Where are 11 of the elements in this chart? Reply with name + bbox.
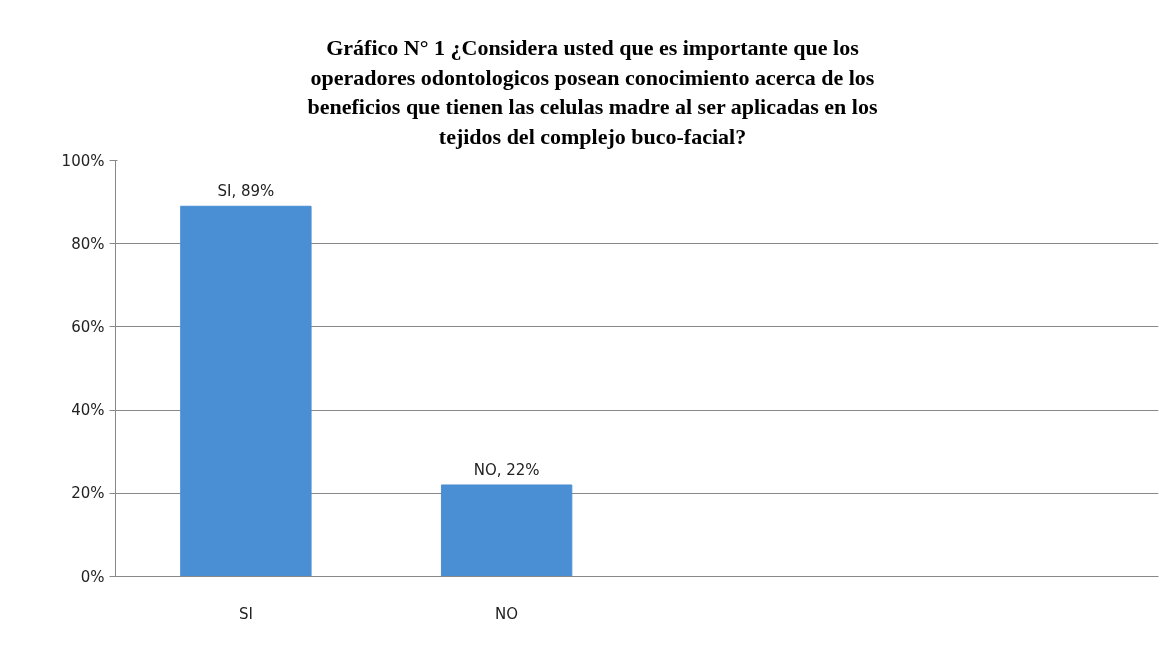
y-tick-label: 80% [71,234,105,253]
x-tick-label: NO [495,604,519,623]
y-tick-label: 60% [71,317,105,336]
y-tick-label: 40% [71,401,105,420]
chart-title: Gráfico N° 1 ¿Considera usted que es importante que los operadores odontologicos posean conocimiento acerca de los beneficios que tienen las celulas madre al ser aplicadas en los tejidos del complejo buco-facial? [307,34,878,152]
y-tick-label: 20% [71,484,105,503]
y-tick-label: 0% [80,567,105,586]
x-tick-label: SI [238,604,253,623]
data-label: SI, 89% [217,182,275,201]
data-label: NO, 22% [473,460,540,479]
y-tick-label: 100% [61,151,105,170]
